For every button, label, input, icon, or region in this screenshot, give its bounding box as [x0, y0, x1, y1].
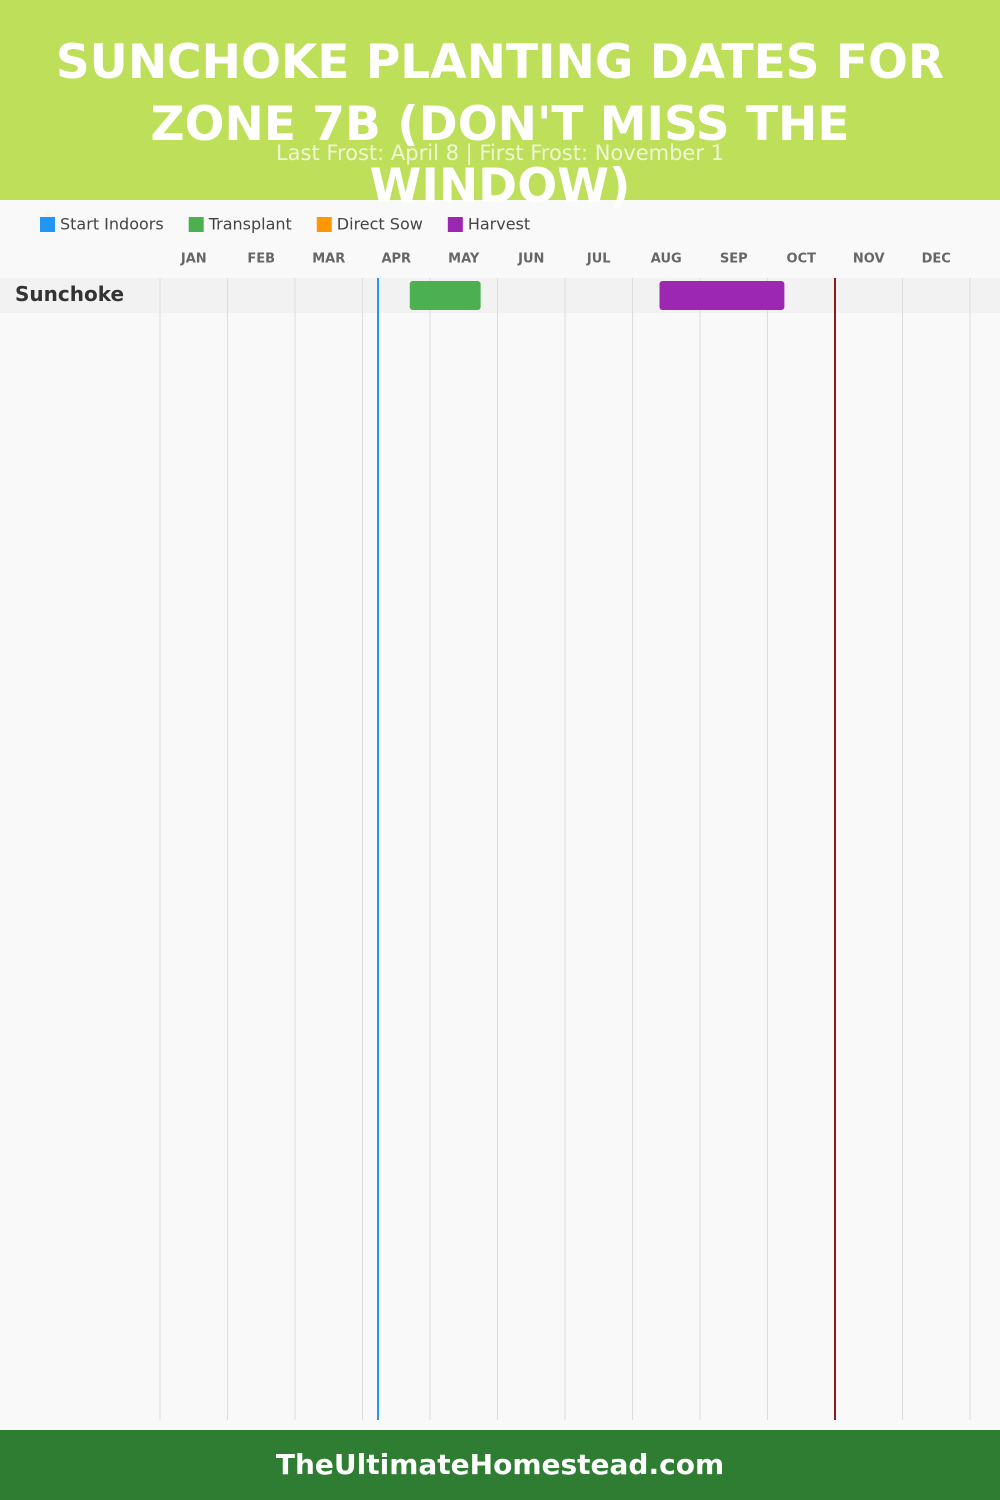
footer: TheUltimateHomestead.com	[0, 1430, 1000, 1500]
legend-label: Transplant	[208, 215, 292, 234]
x-tick-label: NOV	[853, 252, 885, 267]
x-tick-label: SEP	[720, 252, 748, 267]
legend-swatch	[316, 217, 332, 232]
subtitle: Last Frost: April 8 | First Frost: Novem…	[275, 141, 725, 165]
bar	[409, 281, 481, 310]
x-tick-label: APR	[381, 252, 411, 267]
legend-label: Start Indoors	[60, 215, 164, 234]
legend-label: Direct Sow	[337, 215, 423, 234]
legend-swatch	[40, 217, 55, 232]
x-tick-label: JUN	[517, 252, 544, 267]
header: Last Frost: April 8 | First Frost: Novem…	[0, 0, 1000, 214]
legend-swatch	[188, 217, 204, 232]
legend-swatch	[447, 217, 463, 232]
x-tick-label: AUG	[651, 252, 682, 267]
chart: JAN FEB MAR APR MAY JUN JUL AUG SEP OCT NOV DEC Star…	[0, 214, 1000, 1420]
x-tick-label: MAY	[448, 252, 480, 267]
x-tick-label: DEC	[922, 252, 951, 267]
bar	[659, 281, 785, 310]
x-tick-label: JAN	[180, 252, 207, 267]
title: SUNCHOKE PLANTING DATES FOR ZONE 7B (DON…	[55, 35, 945, 214]
legend-label: Harvest	[468, 215, 530, 234]
row-label: Sunchoke	[15, 282, 124, 306]
x-tick-label: JUL	[586, 252, 611, 267]
x-tick-label: MAR	[312, 252, 345, 267]
x-tick-label: OCT	[787, 252, 817, 267]
row-background	[0, 278, 1000, 313]
x-tick-label: FEB	[247, 252, 275, 267]
